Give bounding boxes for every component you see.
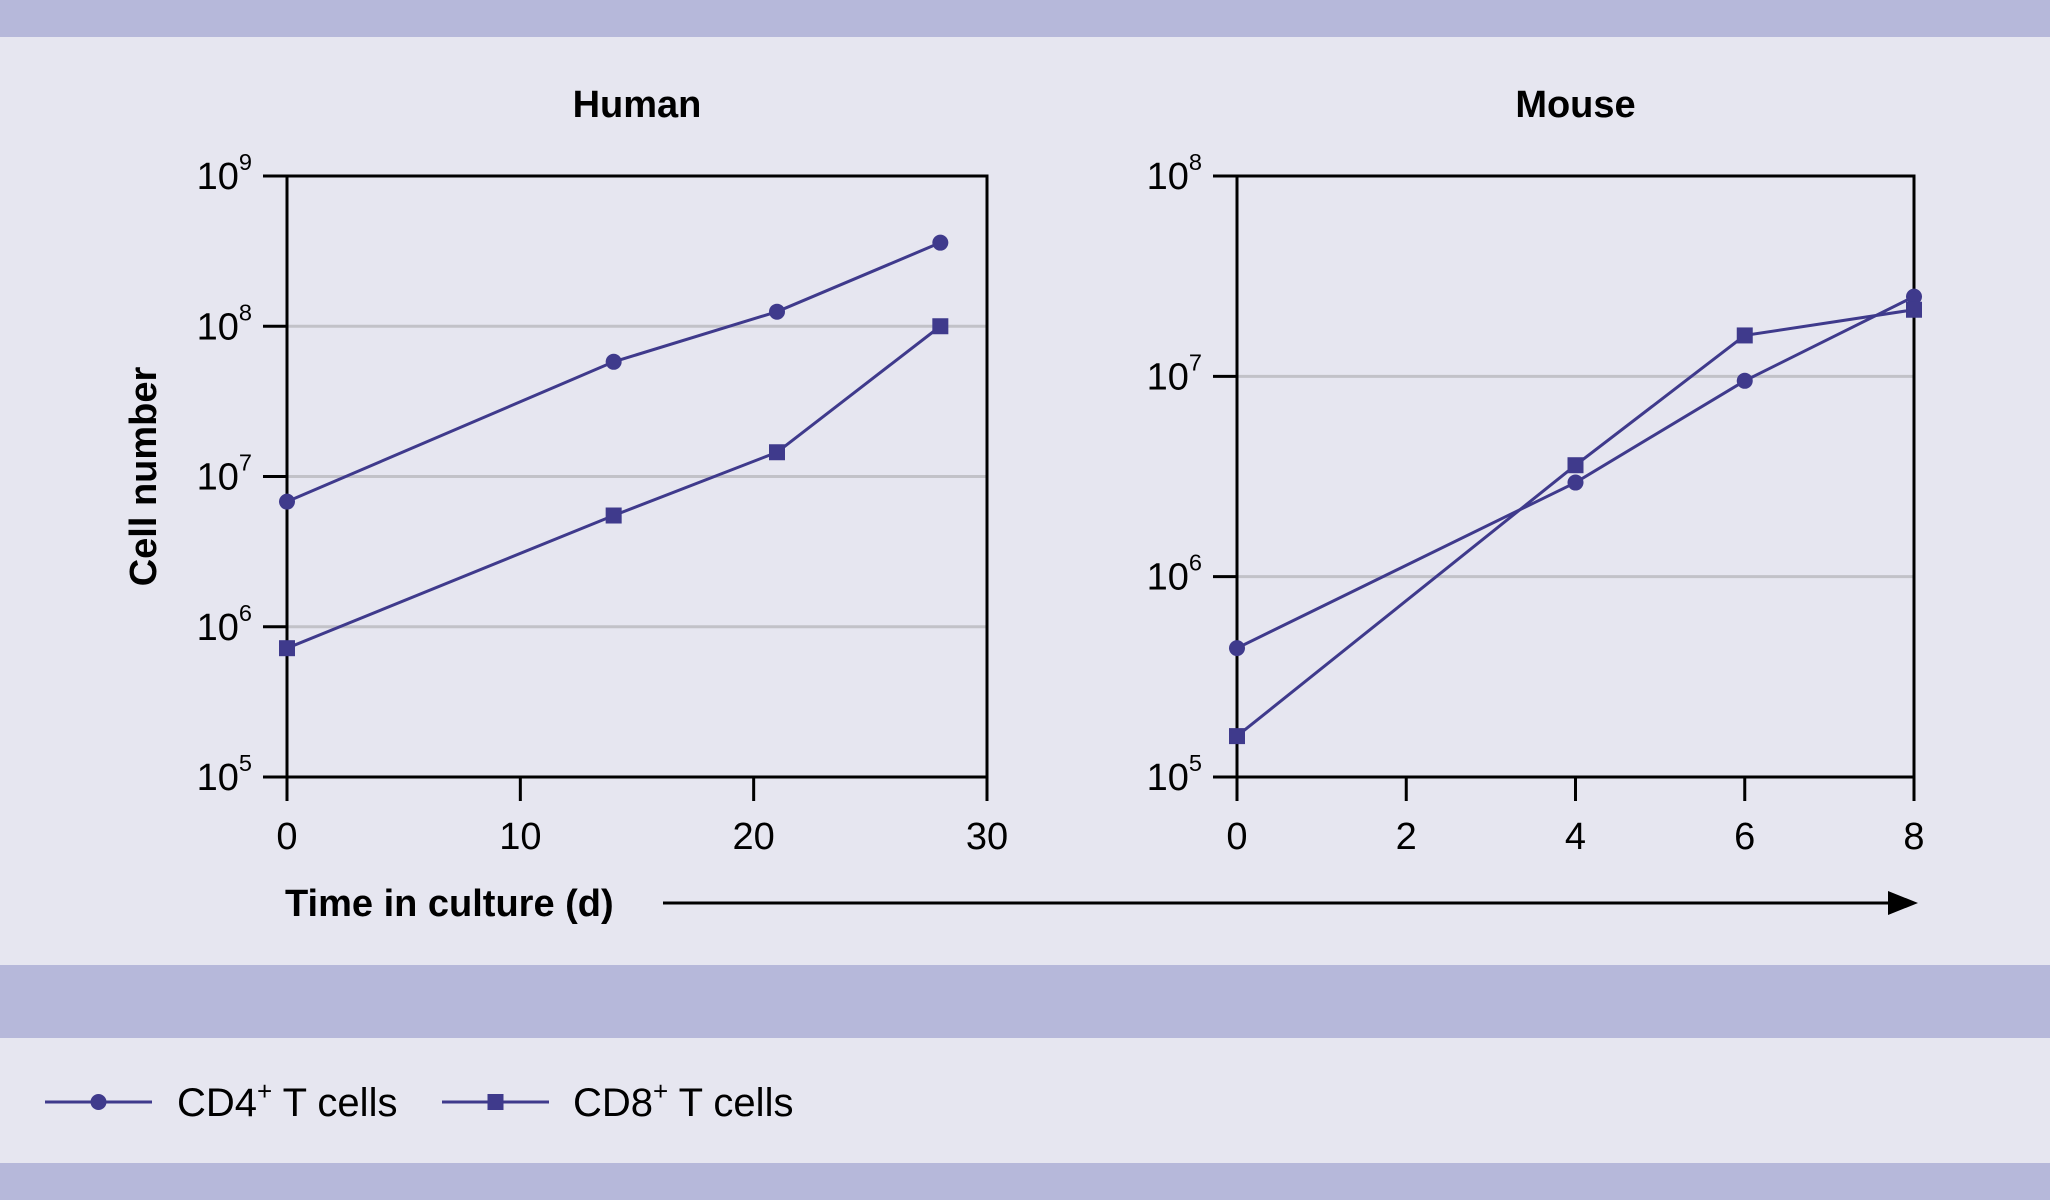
x-tick-label: 4 bbox=[1565, 816, 1586, 858]
square-marker-icon bbox=[1906, 301, 1922, 318]
y-tick-label: 108 bbox=[197, 299, 252, 348]
circle-marker-icon bbox=[90, 1094, 107, 1110]
y-tick-label: 105 bbox=[1147, 750, 1202, 799]
middle-band bbox=[0, 965, 2050, 1038]
x-tick-label: 2 bbox=[1396, 816, 1417, 858]
square-marker-icon bbox=[487, 1094, 504, 1110]
legend-label: CD4+ T cells bbox=[177, 1076, 397, 1125]
arrow-right-icon bbox=[663, 891, 1918, 915]
circle-marker-icon bbox=[279, 493, 295, 510]
series-cd4 bbox=[1229, 288, 1922, 657]
series-line bbox=[1236, 308, 1915, 738]
series-line bbox=[286, 325, 942, 650]
series-line bbox=[1236, 295, 1915, 650]
circle-marker-icon bbox=[1906, 288, 1922, 305]
x-tick-label: 6 bbox=[1734, 816, 1755, 858]
square-marker-icon bbox=[769, 444, 785, 461]
x-tick-label: 30 bbox=[966, 816, 1008, 858]
x-tick-label: 0 bbox=[276, 816, 297, 858]
chart-panel-mouse: Mouse 105 106 107 108 0 2 4 6 8 bbox=[1147, 84, 1925, 858]
y-tick-label: 106 bbox=[197, 600, 252, 649]
top-band bbox=[0, 0, 2050, 37]
circle-marker-icon bbox=[1736, 372, 1753, 389]
square-marker-icon bbox=[1736, 327, 1753, 344]
circle-marker-icon bbox=[932, 234, 949, 251]
x-tick-label: 0 bbox=[1226, 816, 1247, 858]
y-tick-label: 105 bbox=[197, 750, 252, 799]
square-marker-icon bbox=[279, 640, 295, 657]
y-tick-label: 107 bbox=[1147, 349, 1202, 398]
y-tick-label: 109 bbox=[197, 149, 252, 198]
y-tick-label: 106 bbox=[1147, 550, 1202, 599]
series-line bbox=[286, 241, 941, 504]
x-axis-label: Time in culture (d) bbox=[285, 883, 614, 925]
legend-item-cd8: CD8+ T cells bbox=[442, 1076, 793, 1125]
x-tick-label: 10 bbox=[499, 816, 541, 858]
square-marker-icon bbox=[1229, 728, 1245, 745]
circle-marker-icon bbox=[605, 353, 622, 370]
legend-label: CD8+ T cells bbox=[573, 1076, 793, 1125]
x-tick-label: 8 bbox=[1903, 816, 1924, 858]
square-marker-icon bbox=[1567, 457, 1584, 474]
square-marker-icon bbox=[932, 318, 949, 335]
series-cd8 bbox=[279, 318, 949, 657]
chart-panel-human: Human 105 106 107 108 109 0 10 20 30 Cell number bbox=[123, 84, 1008, 858]
y-tick-label: 107 bbox=[197, 450, 252, 499]
legend-item-cd4: CD4+ T cells bbox=[45, 1076, 397, 1125]
y-tick-label: 108 bbox=[1147, 149, 1202, 198]
y-axis-label: Cell number bbox=[123, 366, 165, 586]
circle-marker-icon bbox=[769, 303, 785, 320]
series-cd8 bbox=[1229, 301, 1922, 745]
series-cd4 bbox=[279, 234, 949, 510]
bottom-band bbox=[0, 1163, 2050, 1200]
circle-marker-icon bbox=[1229, 640, 1245, 657]
legend: CD4+ T cells CD8+ T cells bbox=[45, 1076, 793, 1125]
square-marker-icon bbox=[605, 507, 622, 524]
chart-title: Mouse bbox=[1515, 84, 1635, 126]
circle-marker-icon bbox=[1567, 474, 1584, 491]
chart-title: Human bbox=[573, 84, 702, 126]
x-tick-label: 20 bbox=[733, 816, 775, 858]
